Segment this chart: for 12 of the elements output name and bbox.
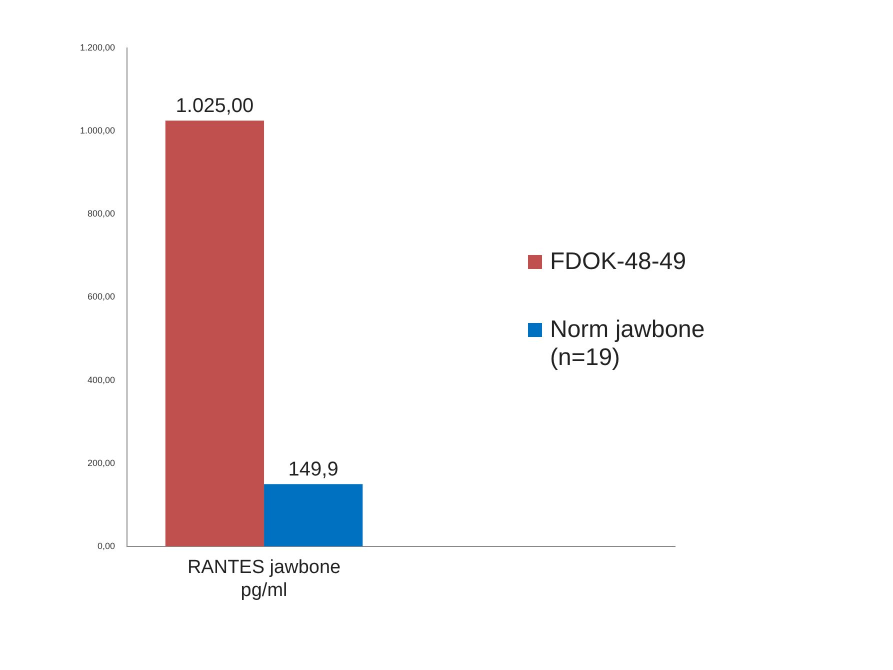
- y-tick-label: 200,00: [88, 458, 116, 468]
- y-tick-label: 0,00: [98, 540, 116, 551]
- y-tick-label: 400,00: [88, 374, 116, 385]
- y-tick-label: 800,00: [88, 208, 116, 219]
- legend-label: Norm jawbone (n=19): [550, 316, 706, 372]
- y-tick-label: 1.200,00: [80, 42, 116, 52]
- y-tick-label: 1.000,00: [80, 126, 116, 136]
- data-label: 149,9: [288, 458, 338, 481]
- x-tick-label: RANTES jawbone pg/ml: [187, 557, 341, 601]
- legend-label: FDOK-48-49: [550, 248, 686, 276]
- y-tick-label: 600,00: [88, 292, 116, 302]
- data-label: 1.025,00: [176, 95, 254, 118]
